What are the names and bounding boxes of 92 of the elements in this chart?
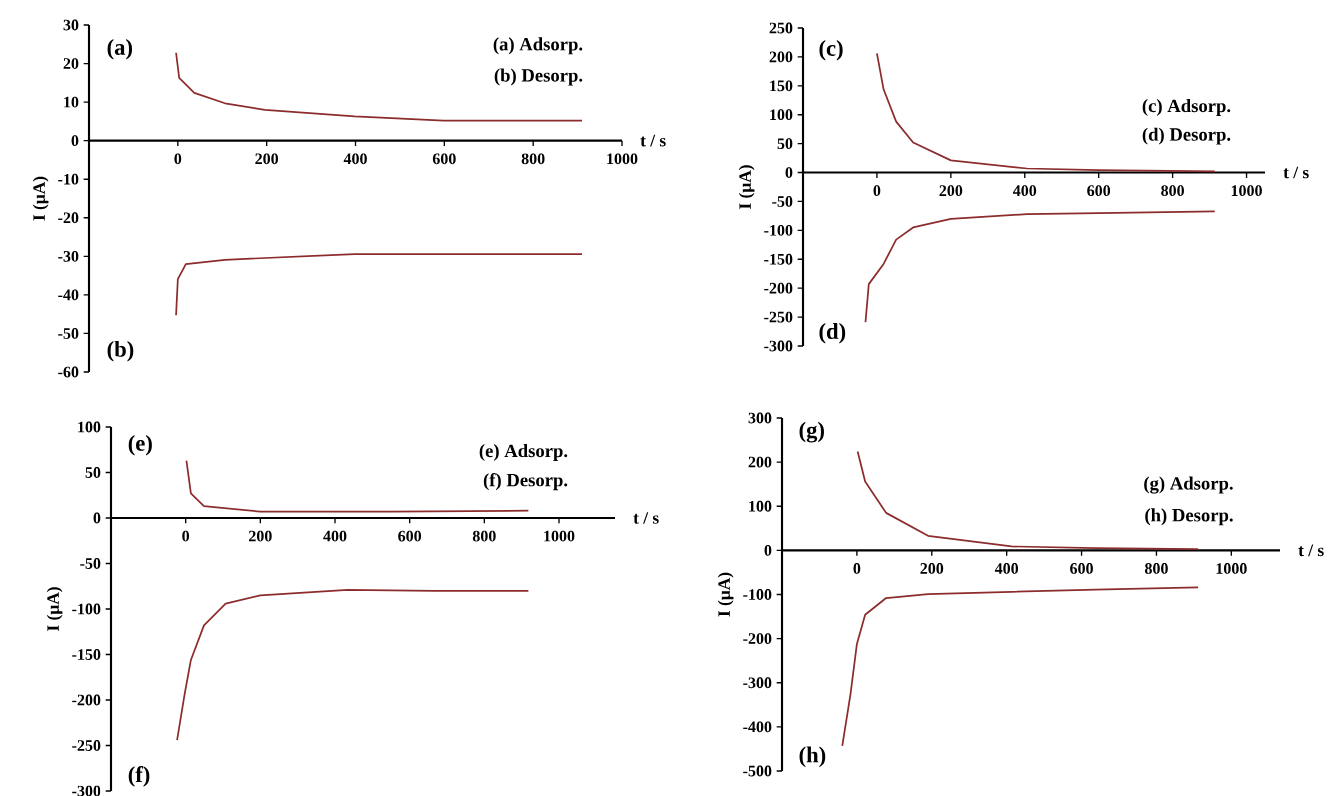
y-tick-label: -40 xyxy=(58,289,79,301)
annotation: (g) Adsorp. xyxy=(1144,476,1233,494)
annotation: (g) xyxy=(799,421,824,443)
annotation: (b) xyxy=(107,340,134,362)
x-axis-title: t / s xyxy=(1283,166,1309,179)
x-tick-label: 600 xyxy=(1070,563,1093,574)
y-tick-label: 30 xyxy=(63,19,79,31)
annotation: (c) xyxy=(819,39,843,61)
y-tick-label: 0 xyxy=(764,544,772,556)
y-tick-label: 20 xyxy=(63,58,79,69)
y-tick-label: -60 xyxy=(58,366,79,378)
annotation: (e) xyxy=(128,434,152,456)
annotation: (h) xyxy=(799,746,826,768)
x-tick-label: 800 xyxy=(1144,563,1168,574)
y-tick-label: -250 xyxy=(72,740,101,751)
x-tick-label: 1000 xyxy=(607,153,638,165)
y-tick-label: -150 xyxy=(72,649,101,660)
annotation: (h) Desorp. xyxy=(1145,508,1233,526)
y-axis-title: I (µA) xyxy=(738,165,755,209)
x-tick-label: 0 xyxy=(182,530,190,542)
annotation: (f) xyxy=(128,766,150,787)
y-tick-label: -50 xyxy=(80,558,101,569)
y-tick-label: -50 xyxy=(58,328,79,339)
y-tick-label: -250 xyxy=(764,311,793,323)
y-tick-label: 10 xyxy=(64,96,79,108)
y-tick-label: -30 xyxy=(58,250,79,262)
x-tick-label: 400 xyxy=(1012,185,1037,197)
y-tick-label: -20 xyxy=(58,212,79,224)
y-tick-label: 200 xyxy=(748,456,772,468)
y-tick-label: 100 xyxy=(770,109,793,121)
y-tick-label: 0 xyxy=(71,135,79,147)
annotation: (a) xyxy=(107,39,133,60)
annotation: (c) Adsorp. xyxy=(1142,99,1231,116)
annotation: (e) Adsorp. xyxy=(479,444,568,461)
line-series xyxy=(176,589,530,741)
y-tick-label: 100 xyxy=(749,500,772,512)
x-tick-label: 1000 xyxy=(1231,185,1262,197)
y-tick-label: 250 xyxy=(769,22,793,34)
y-axis-title: I (µA) xyxy=(32,176,49,221)
x-tick-label: 800 xyxy=(472,530,496,542)
y-tick-label: 50 xyxy=(777,138,793,150)
annotation: (a) Adsorp. xyxy=(493,37,583,55)
x-tick-label: 200 xyxy=(939,185,963,197)
x-tick-label: 0 xyxy=(853,563,861,574)
x-tick-label: 400 xyxy=(994,563,1019,574)
y-tick-label: -150 xyxy=(764,253,793,265)
y-tick-label: 300 xyxy=(748,412,772,424)
x-tick-label: 800 xyxy=(521,153,545,165)
x-tick-label: 600 xyxy=(398,530,422,542)
y-tick-label: -300 xyxy=(72,785,101,796)
line-series xyxy=(175,253,583,317)
x-axis-title: t / s xyxy=(640,134,666,147)
y-tick-label: -200 xyxy=(72,694,101,706)
annotation: (d) Desorp. xyxy=(1142,127,1231,145)
line-series xyxy=(841,586,1199,747)
x-tick-label: 600 xyxy=(432,153,456,165)
y-tick-label: -100 xyxy=(743,589,772,600)
x-axis-title: t / s xyxy=(633,512,659,524)
y-tick-label: -10 xyxy=(58,173,79,185)
line-series xyxy=(864,210,1216,324)
x-tick-label: 400 xyxy=(343,153,367,165)
y-tick-label: -300 xyxy=(743,677,772,689)
y-tick-label: -300 xyxy=(764,340,793,352)
x-tick-label: 200 xyxy=(255,153,279,165)
x-axis-title: t / s xyxy=(1298,544,1324,557)
y-tick-label: -100 xyxy=(72,603,101,615)
x-tick-label: 600 xyxy=(1087,185,1111,197)
x-tick-label: 200 xyxy=(249,530,272,542)
annotation: (f) Desorp. xyxy=(483,473,568,491)
y-tick-label: -400 xyxy=(743,721,772,733)
annotation: (d) xyxy=(819,323,846,344)
y-tick-label: 50 xyxy=(85,467,101,478)
x-tick-label: 1000 xyxy=(544,530,575,542)
x-tick-label: 0 xyxy=(873,185,881,197)
y-tick-label: 0 xyxy=(785,167,793,178)
y-tick-label: 100 xyxy=(78,421,101,433)
y-tick-label: 200 xyxy=(769,51,793,63)
y-tick-label: -50 xyxy=(772,196,793,207)
y-tick-label: 0 xyxy=(93,512,101,524)
y-axis-title: I (µA) xyxy=(717,572,734,617)
y-axis-title: I (µA) xyxy=(46,587,63,631)
x-tick-label: 800 xyxy=(1161,185,1184,197)
x-tick-label: 1000 xyxy=(1216,563,1247,574)
y-tick-label: -200 xyxy=(743,633,772,645)
y-tick-label: 150 xyxy=(770,80,793,92)
x-tick-label: 0 xyxy=(174,153,182,165)
y-tick-label: -200 xyxy=(764,282,793,294)
y-tick-label: -500 xyxy=(743,765,772,777)
y-tick-label: -100 xyxy=(764,224,793,236)
x-tick-label: 200 xyxy=(920,563,944,574)
x-tick-label: 400 xyxy=(323,530,347,542)
annotation: (b) Desorp. xyxy=(494,68,583,86)
